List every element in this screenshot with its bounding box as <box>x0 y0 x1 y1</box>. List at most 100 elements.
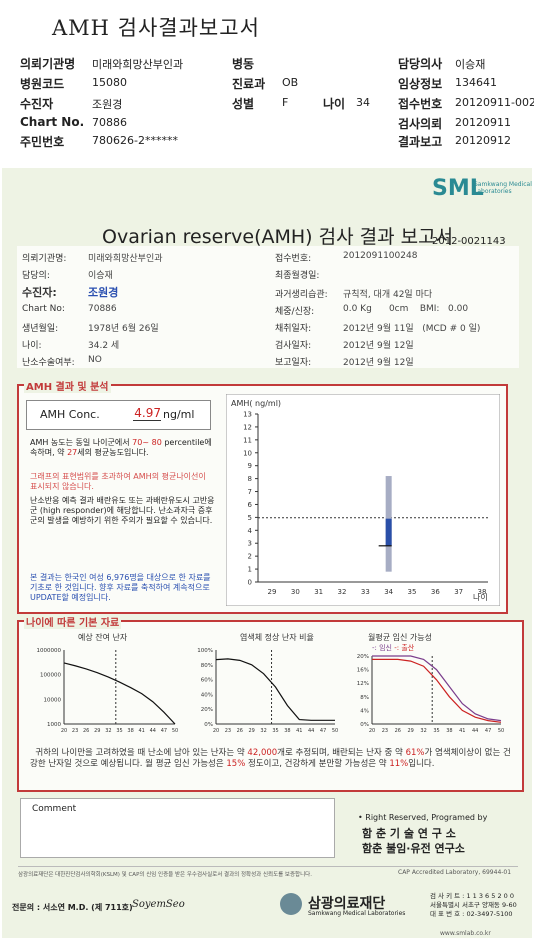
amh-x-tick-label: 31 <box>314 588 323 596</box>
mini1-y-tick-label: 1000 <box>47 722 61 728</box>
mini3-x-tick-label: 35 <box>433 728 439 734</box>
amh-y-tick-label: 2 <box>248 553 252 561</box>
field-label-patient: 수진자 <box>20 97 54 111</box>
footer-note: 삼광의료재단은 대한진단검사의학회(KSLM) 및 CAP의 신임 인증을 받은… <box>18 872 312 878</box>
mini3-series-line <box>372 655 502 722</box>
field-value-hospital-code: 15080 <box>92 76 127 89</box>
mini-chart-pregnancy-rate: 20% 16% 12% 8% 4% 0%20 23 26 29 32 35 38 41 44 47 50 <box>357 654 504 734</box>
summary-normal-rate: 61% <box>405 748 425 758</box>
info-label-cycle: 과거생리습관: <box>275 290 328 300</box>
summary-part-e: 가 염색체이상이 없는 건강한 난자일 것으로 예상됩니다. 월 평균 임신 가… <box>30 748 511 769</box>
amh-value: 4.97 <box>133 406 161 421</box>
mini3-x-tick-label: 23 <box>382 728 388 734</box>
info-value-patient: 조원경 <box>88 286 119 299</box>
footer-divider <box>18 866 518 867</box>
field-value-clinical-info: 134641 <box>455 76 497 89</box>
specialist: 전문의 : 서소연 M.D. (제 711호) <box>12 903 133 912</box>
institute-2: 함춘 불임·유전 연구소 <box>362 842 465 855</box>
legend-birth: -: 출산 <box>394 644 415 652</box>
field-label-department: 진료과 <box>232 77 266 91</box>
mini3-y-tick-label: 20% <box>357 654 369 660</box>
summary-pregnancy-rate: 15% <box>226 759 246 769</box>
summary-text: 귀하의 나이만을 고려하였을 때 난소에 남아 있는 난자는 약 42,000개… <box>30 748 518 770</box>
analysis-ovarian-response: 난소반응 예측 결과 배란유도 또는 과배란유도시 고반응군 (high res… <box>30 496 215 525</box>
foundation-name: 삼광의료재단 <box>308 896 386 912</box>
analysis-percentile-text: AMH 농도는 동일 나이군에서 <box>30 438 130 447</box>
field-value-department: OB <box>282 76 299 89</box>
field-label-institution: 의뢰기관명 <box>20 57 76 71</box>
amh-x-tick-label: 34 <box>384 588 393 596</box>
field-label-sex: 성별 <box>232 97 255 111</box>
mini2-x-tick-label: 23 <box>225 728 231 734</box>
amh-y-tick-label: 3 <box>248 540 252 548</box>
field-label-report-date: 결과보고 <box>398 135 443 149</box>
mini2-x-tick-label: 41 <box>296 728 302 734</box>
comment-box <box>20 798 335 858</box>
mini3-x-tick-label: 47 <box>485 728 491 734</box>
report-title: Ovarian reserve(AMH) 검사 결과 보고서 <box>102 226 454 248</box>
info-label-institution: 의뢰기관명: <box>22 254 67 264</box>
info-value-collection-date: 2012년 9월 11일 (MCD # 0 일) <box>343 324 481 334</box>
info-label-birthdate: 생년월일: <box>22 324 59 334</box>
amh-chart-ylabel: AMH( ng/ml) <box>231 399 281 408</box>
foundation-subtitle: Samkwang Medical Laboratories <box>308 910 406 917</box>
amh-y-tick-label: 1 <box>248 566 252 574</box>
field-value-receipt-no: 20120911-00248 <box>455 96 534 109</box>
mini1-x-tick-label: 29 <box>94 728 100 734</box>
info-value-doctor: 이승재 <box>88 271 113 281</box>
field-value-sex: F <box>282 96 289 109</box>
info-value-institution: 미래와희망산부인과 <box>88 254 163 264</box>
info-label-chart-no: Chart No: <box>22 304 65 314</box>
field-label-request-date: 검사의뢰 <box>398 117 443 131</box>
amh-chart-frame <box>226 394 500 606</box>
amh-unit: ng/ml <box>163 408 195 421</box>
info-value-report-date: 2012년 9월 12일 <box>343 358 414 368</box>
mini-chart-2-title: 염색체 정상 난자 비율 <box>240 633 314 642</box>
field-label-chart-no: Chart No. <box>20 115 85 129</box>
amh-y-tick-label: 9 <box>248 462 252 470</box>
amh-label: AMH Conc. <box>40 408 100 421</box>
amh-chart-xlabel: 나이 <box>473 592 488 602</box>
sml-emblem-icon <box>280 893 302 915</box>
field-value-doctor: 이승재 <box>455 58 486 71</box>
field-value-request-date: 20120911 <box>455 116 511 129</box>
field-label-doctor: 담당의사 <box>398 57 443 71</box>
amh-x-tick-label: 30 <box>291 588 300 596</box>
mini2-x-tick-label: 47 <box>320 728 326 734</box>
summary-birth-rate: 11% <box>389 759 409 769</box>
mini1-y-tick-label: 10000 <box>44 697 62 703</box>
contact-address: 서울특별시 서초구 양재동 9-60 <box>430 901 517 909</box>
analysis-out-of-range-note: 그래프의 표현범위를 초과하여 AMH의 평균나이선이 표시되지 않습니다. <box>30 472 206 491</box>
page-title: AMH 검사결과보고서 <box>52 16 260 40</box>
mini1-x-tick-label: 41 <box>139 728 145 734</box>
summary-part-a: 귀하의 나이만을 고려하였을 때 난소에 남아 있는 난자는 약 <box>35 748 245 758</box>
amh-y-tick-label: 0 <box>248 579 252 587</box>
mini-chart-1-title: 예상 잔여 난자 <box>78 633 128 642</box>
mini-chart-3-legend: -: 임신 -: 출산 <box>372 643 414 653</box>
field-value-institution: 미래와희망산부인과 <box>92 58 184 71</box>
mini2-x-tick-label: 35 <box>272 728 278 734</box>
amh-x-tick-label: 35 <box>408 588 417 596</box>
amh-x-tick-label: 33 <box>361 588 370 596</box>
mini3-x-tick-label: 32 <box>420 728 426 734</box>
amh-y-tick-label: 10 <box>243 449 252 457</box>
summary-part-i: 입니다. <box>408 759 435 769</box>
field-value-report-date: 20120912 <box>455 134 511 147</box>
sml-logo-subtitle: Samkwang Medical Laboratories <box>474 181 532 195</box>
mini3-x-tick-label: 29 <box>408 728 414 734</box>
mini1-x-tick-label: 44 <box>150 728 156 734</box>
contact-kit: 검 사 키 트 : 1 1 3 6 5 2 0 0 <box>430 892 514 900</box>
amh-y-tick-label: 7 <box>248 488 252 496</box>
analysis-data-note: 본 결과는 한국인 여성 6,976명을 대상으로 한 자료를 기초로 한 것입… <box>30 573 211 602</box>
mini3-x-tick-label: 44 <box>472 728 478 734</box>
analysis-percentile-range: 70~ 80 <box>132 438 162 447</box>
field-label-age: 나이 <box>323 97 346 111</box>
mini3-y-tick-label: 4% <box>360 708 369 714</box>
summary-remaining-eggs: 42,000 <box>247 748 278 758</box>
field-label-clinical-info: 임상정보 <box>398 77 443 91</box>
mini2-x-tick-label: 44 <box>308 728 314 734</box>
cap-accreditation: CAP Accredited Laboratory, 69944-01 <box>398 869 512 876</box>
mini3-y-tick-label: 8% <box>360 695 369 701</box>
mini3-x-tick-label: 20 <box>369 728 375 734</box>
